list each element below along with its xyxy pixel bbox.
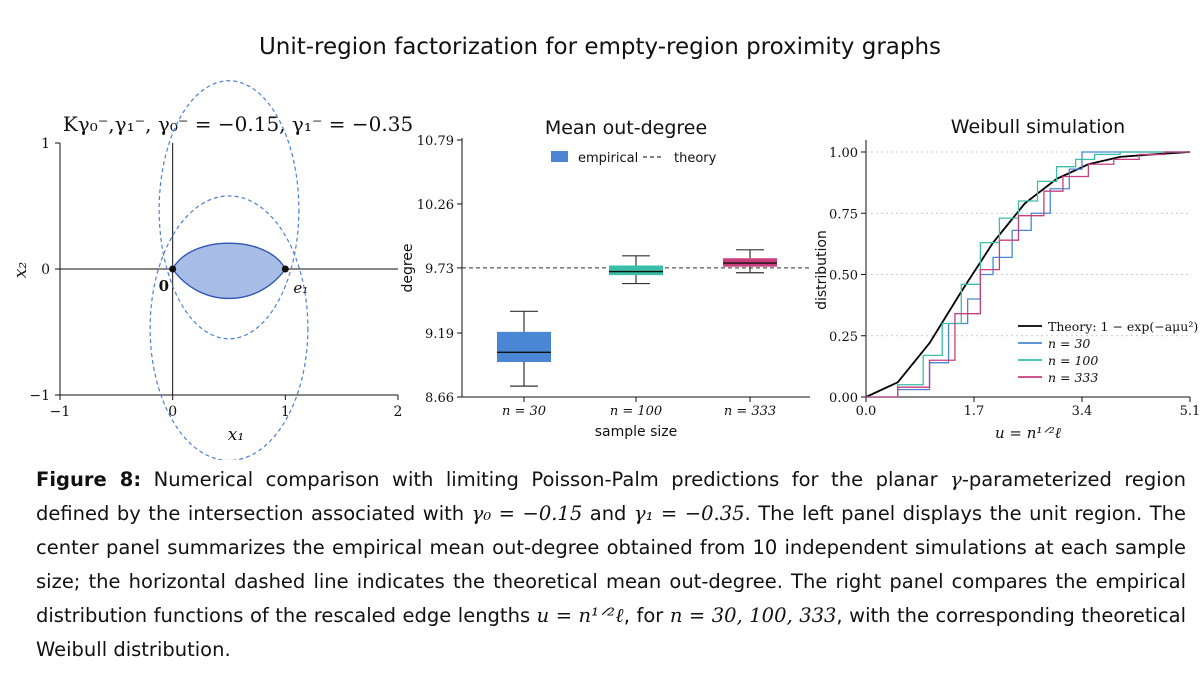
left-x-tick-label: 0 [168,404,177,420]
legend-label: Theory: 1 − exp(−aμu²) [1048,319,1198,334]
right-ylabel: distribution [814,230,830,310]
right-y-tick-label: 0.00 [829,391,858,406]
series-line-3 [866,151,1190,398]
weibull-legend: Theory: 1 − exp(−aμu²) n = 30 n = 100 n = 3… [1018,319,1198,385]
caption-gamma: γ [950,468,962,491]
right-x-tick-label: 0.0 [856,404,877,419]
e1-label: e₁ [293,279,308,297]
legend-theory-label: theory [674,151,717,166]
legend-label: n = 333 [1048,370,1098,385]
right-x-tick-label: 3.4 [1072,404,1093,419]
left-x-tick-label: 2 [394,404,403,420]
center-y-tick-label: 8.66 [425,391,454,406]
left-x-tick-label: 1 [281,404,290,420]
unit-region-title: Kγ₀⁻,γ₁⁻, γ₀⁻ = −0.15, γ₁⁻ = −0.35 [63,112,413,136]
lower-dashed-circle [149,195,309,460]
caption-text-2: -parameterized region defined by the int… [36,468,1187,525]
left-y-tick-label: −1 [29,388,50,404]
origin-point [169,265,177,273]
weibull-panel: Weibull simulation 0.000.250.500.751.00 … [814,116,1200,442]
right-x-tick-label: 1.7 [964,404,985,419]
right-y-tick-label: 0.75 [829,207,858,222]
left-xlabel: x₁ [228,425,244,445]
caption-text-6: , with the corresponding theoretical Wei… [36,604,1186,661]
center-y-tick-label: 9.73 [425,262,454,277]
unit-region-panel: Kγ₀⁻,γ₁⁻, γ₀⁻ = −0.15, γ₁⁻ = −0.35 −1 0 1 2… [11,80,413,460]
legend-empirical-swatch [551,151,568,162]
mean-degree-title: Mean out-degree [545,117,707,139]
center-y-tick-label: 10.79 [417,134,454,149]
left-y-tick-label: 1 [41,136,50,152]
center-y-tick-label: 9.19 [425,327,454,342]
box-1 [497,331,551,363]
mean-degree-panel: Mean out-degree 8.66 9.19 9.73 10.26 10.79 n… [400,117,810,440]
right-y-tick-label: 0.50 [829,269,858,284]
left-y-tick-label: 0 [41,262,50,278]
center-y-tick-label: 10.26 [417,198,454,213]
caption-u-formula: u = n¹ᐟ²ℓ [536,604,624,627]
unit-region-lens [171,242,287,299]
caption-text-1: Numerical comparison with limiting Poiss… [141,468,951,491]
center-x-tick-label: n = 30 [502,404,546,419]
e1-point [281,265,289,273]
caption-text-3: and [582,502,634,525]
center-xlabel: sample size [595,424,678,440]
figure-caption: Figure 8: Numerical comparison with limi… [36,463,1186,667]
caption-gamma0: γ₀ = −0.15 [471,502,583,525]
legend-label: n = 30 [1048,336,1090,351]
legend-label: n = 100 [1048,353,1098,368]
caption-gamma1: γ₁ = −0.35 [633,502,745,525]
center-legend: empirical theory [551,151,717,166]
legend-empirical-label: empirical [578,151,638,166]
right-y-tick-label: 0.25 [829,330,858,345]
box-2 [609,265,663,276]
right-xlabel: u = n¹ᐟ²ℓ [995,424,1061,442]
caption-n-values: n = 30, 100, 333 [669,604,837,627]
center-x-tick-label: n = 100 [610,404,662,419]
center-ylabel: degree [400,243,416,292]
series-line-0 [865,151,1191,398]
caption-text-5: , for [623,604,670,627]
series-line-2 [866,151,1190,398]
right-x-tick-label: 5.1 [1180,404,1200,419]
center-x-tick-label: n = 333 [724,404,776,419]
figure-title: Unit-region factorization for empty-regi… [258,34,942,60]
upper-dashed-circle [158,80,300,340]
left-x-tick-label: −1 [50,404,71,420]
right-y-tick-label: 1.00 [829,146,858,161]
origin-label: 0 [159,277,169,295]
caption-text-4: . The left panel displays the unit regio… [36,502,1187,627]
figure-canvas: Kγ₀⁻,γ₁⁻, γ₀⁻ = −0.15, γ₁⁻ = −0.35 −1 0 1 2… [11,80,1200,460]
caption-label: Figure 8: [36,468,142,491]
left-ylabel: x₂ [11,262,31,279]
weibull-title: Weibull simulation [951,116,1125,138]
